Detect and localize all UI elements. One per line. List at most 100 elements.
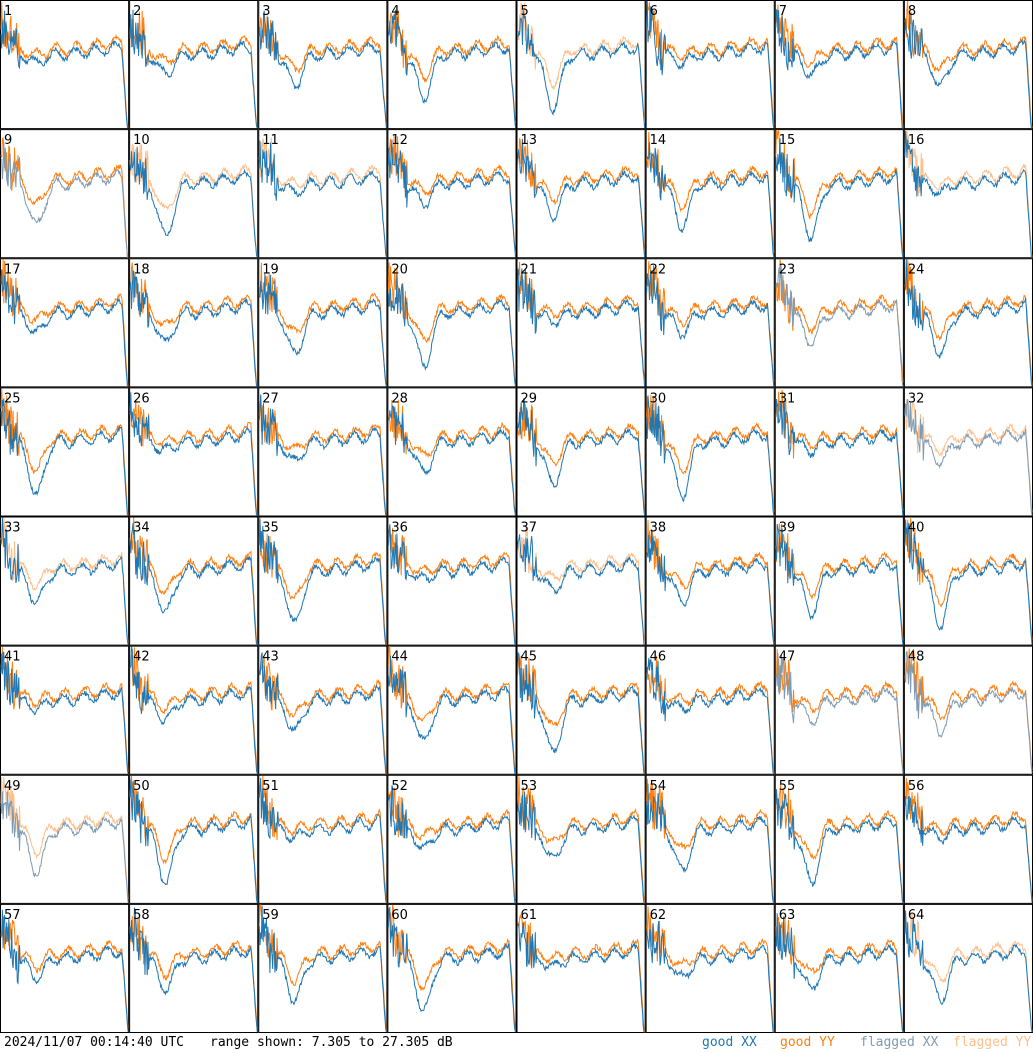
panel-label: 12 (391, 133, 408, 148)
panel-frame (258, 774, 388, 904)
panel-frame (516, 258, 646, 388)
panel-frame (645, 645, 775, 775)
panel-label: 64 (908, 908, 925, 923)
panel-label: 15 (779, 133, 796, 148)
panel-label: 61 (521, 908, 538, 923)
series-yy-panel-10 (129, 143, 258, 258)
panel-frame (0, 516, 130, 646)
series-yy-panel-27 (258, 398, 387, 516)
panel-frame (387, 0, 517, 130)
panel-label: 53 (521, 779, 538, 794)
series-yy-panel-16 (904, 130, 1033, 258)
series-xx-panel-47 (775, 652, 904, 774)
panel-frame (774, 516, 904, 646)
antenna-panel-55: 55 (774, 774, 904, 904)
antenna-panel-24: 24 (903, 258, 1033, 388)
panel-label: 32 (908, 391, 925, 406)
panel-label: 18 (133, 262, 150, 277)
antenna-panel-59: 59 (258, 903, 388, 1033)
panel-label: 30 (650, 391, 667, 406)
panel-label: 38 (650, 521, 667, 536)
series-xx-panel-15 (775, 138, 904, 258)
panel-label: 60 (391, 908, 408, 923)
series-xx-panel-50 (129, 779, 258, 904)
panel-frame (903, 258, 1033, 388)
series-xx-panel-38 (646, 529, 775, 645)
series-xx-panel-2 (129, 9, 258, 129)
panel-frame (258, 258, 388, 388)
panel-label: 26 (133, 391, 150, 406)
panel-label: 31 (779, 391, 796, 406)
series-xx-panel-54 (646, 783, 775, 904)
series-xx-panel-55 (775, 789, 904, 904)
antenna-panel-40: 40 (903, 516, 1033, 646)
panel-frame (645, 129, 775, 259)
antenna-panel-14: 14 (645, 129, 775, 259)
series-xx-panel-22 (646, 265, 775, 387)
series-xx-panel-53 (517, 791, 645, 904)
panel-label: 27 (262, 391, 279, 406)
panel-frame (516, 774, 646, 904)
panel-label: 3 (262, 4, 270, 19)
antenna-panel-52: 52 (387, 774, 517, 904)
series-yy-panel-42 (130, 647, 258, 774)
panel-label: 29 (521, 391, 538, 406)
series-xx-panel-28 (388, 404, 516, 516)
antenna-panel-42: 42 (129, 645, 259, 775)
panel-frame (129, 645, 259, 775)
antenna-panel-53: 53 (516, 774, 646, 904)
series-yy-panel-37 (517, 526, 646, 645)
series-yy-panel-61 (517, 913, 646, 1033)
series-yy-panel-5 (517, 2, 646, 124)
range-text: range shown: 7.305 to 27.305 dB (210, 1035, 453, 1050)
series-xx-panel-3 (258, 10, 387, 129)
series-xx-panel-9 (1, 141, 129, 258)
series-xx-panel-8 (904, 13, 1032, 129)
antenna-panel-58: 58 (129, 903, 259, 1033)
antenna-panel-17: 17 (0, 258, 130, 388)
panel-label: 59 (262, 908, 279, 923)
panel-frame (258, 903, 388, 1033)
panel-label: 50 (133, 779, 150, 794)
series-xx-panel-7 (775, 9, 903, 129)
panel-frame (645, 516, 775, 646)
series-yy-panel-26 (129, 395, 258, 516)
series-yy-panel-7 (775, 4, 904, 129)
series-yy-panel-41 (0, 646, 129, 772)
panel-frame (774, 0, 904, 130)
panel-label: 22 (650, 262, 667, 277)
series-xx-panel-21 (517, 268, 646, 387)
series-xx-panel-30 (646, 395, 775, 516)
panel-label: 41 (4, 650, 21, 665)
panel-label: 45 (521, 650, 538, 665)
panel-frame (0, 645, 130, 775)
series-yy-panel-18 (130, 262, 258, 387)
panel-label: 4 (391, 4, 399, 19)
panel-label: 17 (4, 262, 21, 277)
series-xx-panel-33 (0, 517, 129, 645)
panel-frame (387, 258, 517, 388)
series-xx-panel-24 (904, 259, 1033, 387)
antenna-panel-8: 8 (903, 0, 1033, 130)
antenna-panel-10: 10 (129, 129, 259, 259)
series-yy-panel-50 (129, 775, 258, 902)
antenna-panel-32: 32 (903, 387, 1033, 517)
series-xx-panel-18 (129, 270, 258, 387)
series-yy-panel-43 (258, 656, 387, 774)
antenna-panel-18: 18 (129, 258, 259, 388)
series-xx-panel-41 (0, 651, 129, 774)
panel-frame (387, 903, 517, 1033)
series-xx-panel-46 (646, 657, 775, 775)
antenna-panel-19: 19 (258, 258, 388, 388)
panel-frame (129, 0, 259, 130)
antenna-panel-20: 20 (387, 258, 517, 388)
antenna-panel-1: 1 (0, 0, 130, 130)
panel-label: 40 (908, 521, 925, 536)
series-xx-panel-36 (387, 524, 516, 646)
panel-label: 34 (133, 521, 150, 536)
panel-frame (129, 387, 259, 517)
series-yy-panel-48 (904, 648, 1033, 770)
panel-frame (387, 645, 517, 775)
antenna-panel-39: 39 (774, 516, 904, 646)
antenna-panel-15: 15 (774, 129, 904, 259)
